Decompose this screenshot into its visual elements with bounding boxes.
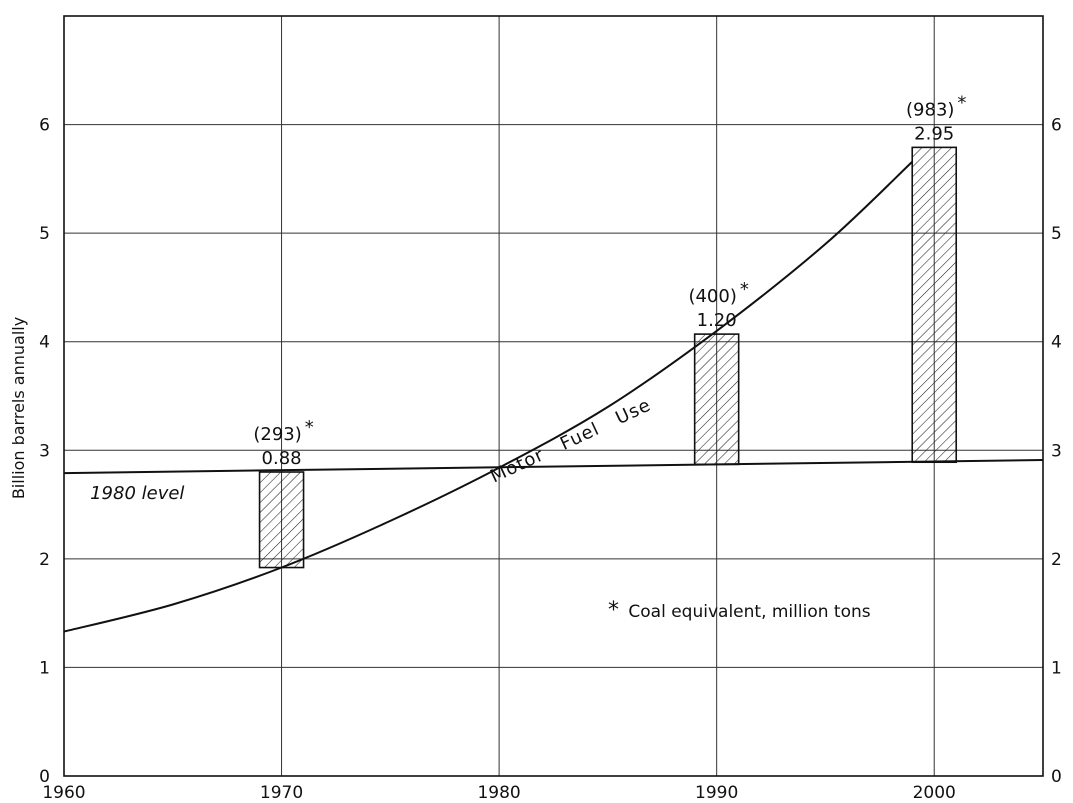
footnote: * Coal equivalent, million tons <box>608 598 871 623</box>
bar-coal-label: (400) <box>688 286 736 307</box>
bar-value-label: 0.88 <box>262 448 302 469</box>
baseline-1980-level <box>63 459 1044 475</box>
y-tick-label-left: 6 <box>39 116 50 136</box>
y-tick-label-right: 6 <box>1051 116 1062 136</box>
bar-value-label: 2.95 <box>914 123 954 144</box>
y-tick-label-right: 0 <box>1051 767 1062 787</box>
annotations: 0.88(293) *1.20(400) *2.95(983) *1980 level… <box>90 92 966 504</box>
bar-coal-marker: * <box>740 279 749 300</box>
y-tick-label-right: 2 <box>1051 550 1062 570</box>
y-tick-label-left: 0 <box>39 767 50 787</box>
y-tick-label-left: 5 <box>39 224 50 244</box>
plot-frame <box>63 15 1044 777</box>
footnote-text: Coal equivalent, million tons <box>628 602 870 622</box>
series-line-motor-fuel-use <box>63 160 914 633</box>
y-tick-label-left: 2 <box>39 550 50 570</box>
y-tick-label-right: 1 <box>1051 658 1062 678</box>
y-tick-label-left: 3 <box>39 441 50 461</box>
bar-coal-label: (293) <box>253 424 301 445</box>
plot-border <box>63 15 1044 777</box>
curve-label: Motor Fuel Use <box>487 394 654 487</box>
lines <box>63 160 1044 633</box>
x-tick-label: 1990 <box>695 783 738 803</box>
footnote-marker: * <box>608 598 619 623</box>
bar-value-label: 1.20 <box>697 310 737 331</box>
y-tick-label-right: 4 <box>1051 333 1062 353</box>
y-tick-label-right: 5 <box>1051 224 1062 244</box>
tick-labels: 1960 1970 1980 1990 2000 0 1 2 3 4 5 6 0 1 2 3 4 5 6 <box>39 116 1062 803</box>
bar-coal-marker: * <box>305 417 314 438</box>
bar-coal-marker: * <box>957 92 966 113</box>
bar-coal-label: (983) <box>906 99 954 120</box>
bar-2000 <box>911 146 958 464</box>
y-tick-label-left: 4 <box>39 333 50 353</box>
baseline-label: 1980 level <box>90 483 184 504</box>
x-tick-label: 1960 <box>42 783 85 803</box>
x-tick-label: 2000 <box>913 783 956 803</box>
y-tick-label-left: 1 <box>39 658 50 678</box>
bars <box>258 146 958 569</box>
grid <box>64 16 1043 776</box>
y-tick-label-right: 3 <box>1051 441 1062 461</box>
x-tick-label: 1980 <box>477 783 520 803</box>
bar-1990 <box>693 333 740 466</box>
x-tick-label: 1970 <box>260 783 303 803</box>
bar-1970 <box>258 471 305 569</box>
y-axis-label: Billion barrels annually <box>9 317 28 499</box>
